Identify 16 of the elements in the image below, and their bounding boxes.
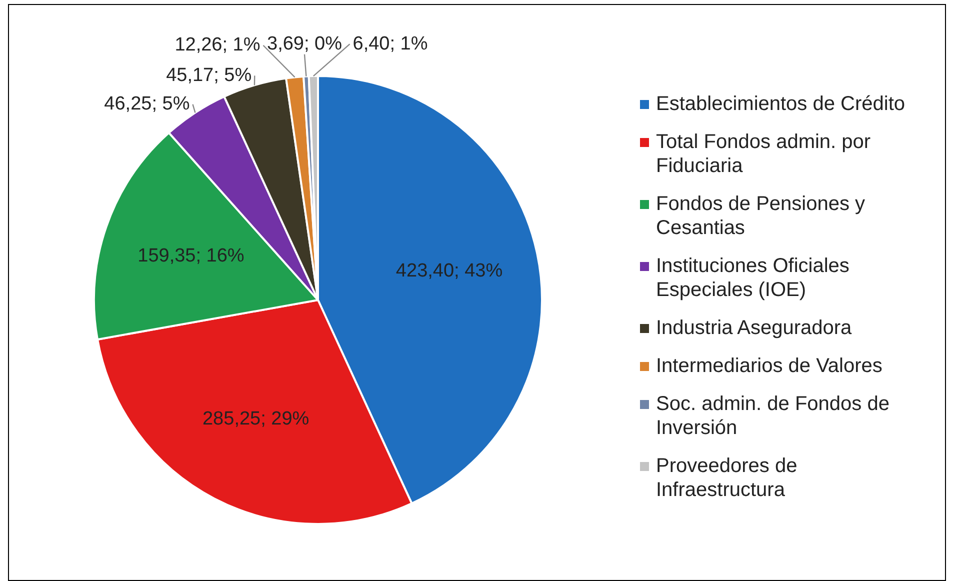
data-label: 3,69; 0% (267, 34, 342, 55)
legend-label: Establecimientos de Crédito (656, 92, 906, 116)
legend-label: Fondos de Pensiones y Cesantias (656, 192, 866, 240)
data-label: 45,17; 5% (166, 64, 252, 86)
legend-label: Total Fondos admin. por Fiduciaria (656, 130, 872, 178)
data-label: 423,40; 43% (396, 260, 503, 282)
legend-label: Instituciones Oficiales Especiales (IOE) (656, 254, 850, 302)
data-label: 12,26; 1% (174, 34, 260, 56)
data-label: 46,25; 5% (104, 94, 190, 115)
legend-label: Industria Aseguradora (656, 316, 852, 340)
data-label: 159,35; 16% (138, 245, 244, 266)
legend-label: Proveedores de Infraestructura (656, 454, 798, 502)
legend-label: Intermediarios de Valores (656, 354, 882, 378)
legend-label: Soc. admin. de Fondos de Inversión (656, 392, 890, 440)
data-label: 285,25; 29% (202, 408, 310, 430)
data-label: 6,40; 1% (352, 33, 428, 54)
